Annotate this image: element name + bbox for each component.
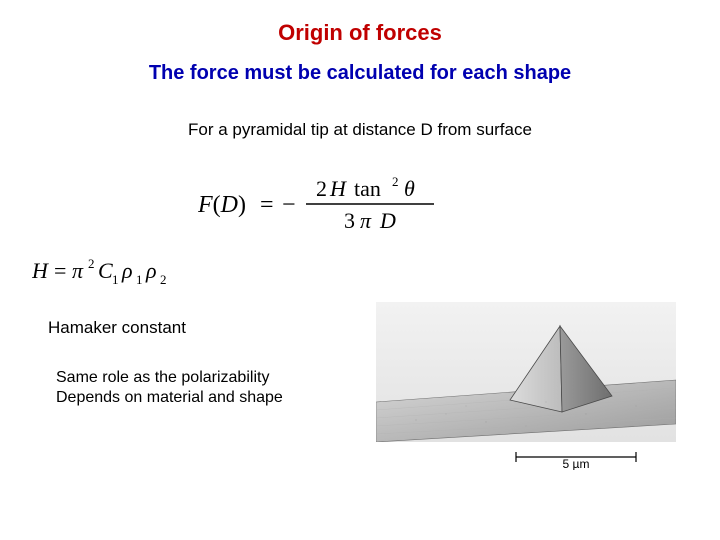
svg-text:2: 2 (160, 272, 167, 287)
caption-pyramidal: For a pyramidal tip at distance D from s… (0, 120, 720, 140)
svg-text:H: H (329, 176, 347, 201)
svg-text:tan: tan (354, 176, 381, 201)
slide-title: Origin of forces (0, 20, 720, 46)
svg-text:F(D): F(D) (198, 192, 246, 218)
svg-text:D: D (379, 208, 396, 233)
svg-text:=: = (260, 192, 274, 218)
slide-subtitle: The force must be calculated for each sh… (0, 62, 720, 85)
formula-hamaker: H = π 2 C 1 ρ 1 ρ 2 (32, 254, 192, 288)
svg-text:3: 3 (344, 208, 355, 233)
notes-line-2: Depends on material and shape (56, 388, 283, 408)
svg-text:1: 1 (112, 272, 119, 287)
scalebar-label: 5 µm (563, 457, 590, 470)
svg-text:ρ: ρ (145, 258, 157, 283)
svg-text:1: 1 (136, 272, 143, 287)
sem-figure: 5 µm (376, 302, 676, 470)
notes-block: Same role as the polarizability Depends … (56, 368, 283, 408)
formula-force: F(D) = − 2 H tan 2 θ 3 π D (198, 172, 458, 236)
svg-text:−: − (282, 192, 296, 218)
svg-text:π: π (72, 258, 84, 283)
svg-text:2: 2 (392, 174, 399, 189)
svg-text:ρ: ρ (121, 258, 133, 283)
svg-text:H: H (32, 258, 49, 283)
svg-text:2: 2 (316, 176, 327, 201)
svg-text:C: C (98, 258, 113, 283)
notes-line-1: Same role as the polarizability (56, 368, 283, 388)
svg-text:2: 2 (88, 256, 95, 271)
svg-text:=: = (54, 258, 66, 283)
hamaker-label: Hamaker constant (48, 318, 186, 338)
svg-text:π: π (360, 208, 372, 233)
svg-text:θ: θ (404, 176, 415, 201)
